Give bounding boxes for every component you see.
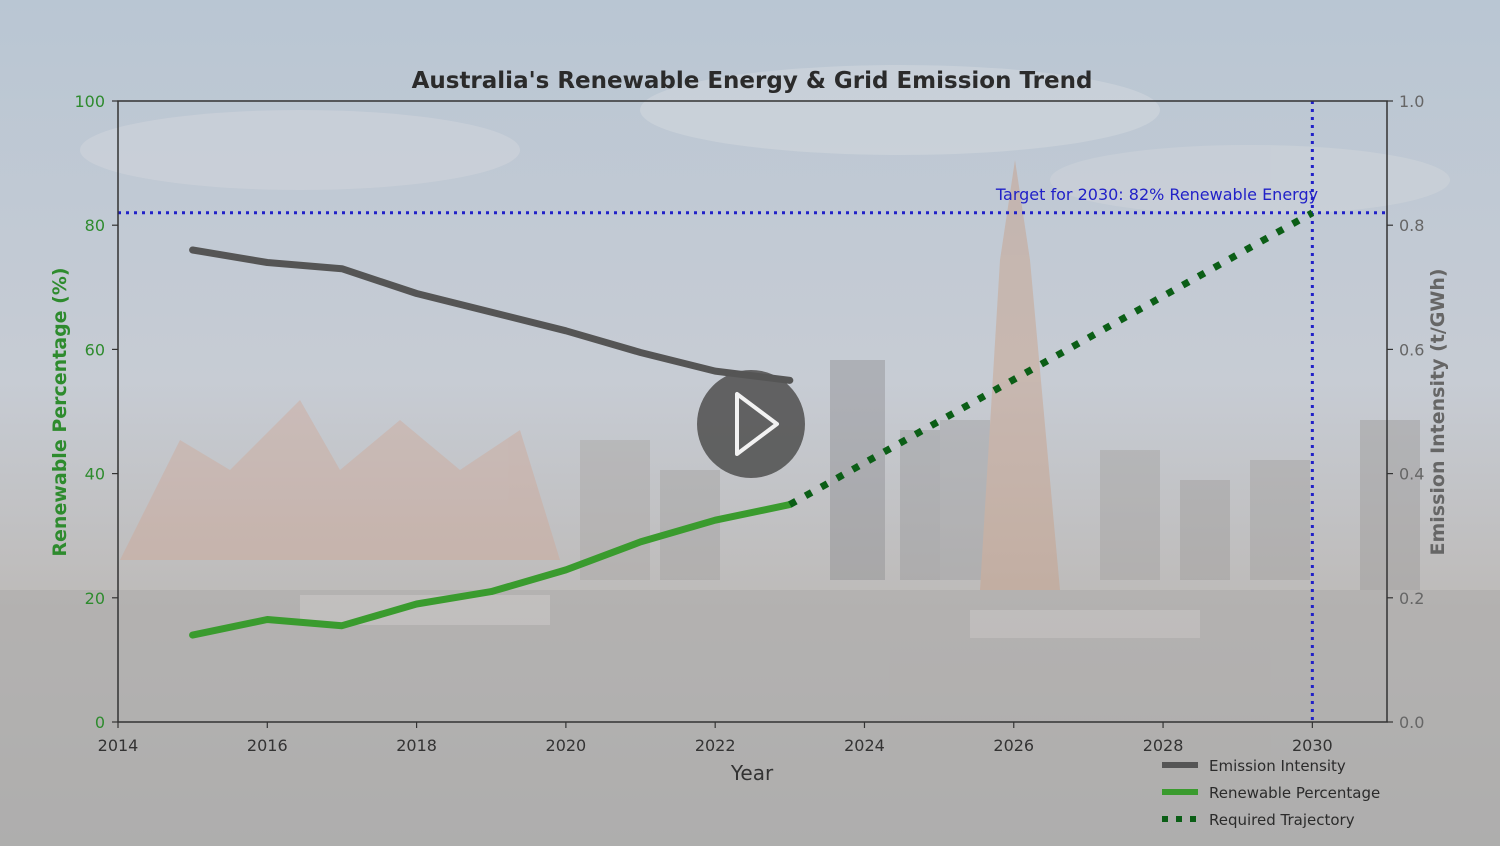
y2-tick-label: 0.8 [1399, 216, 1424, 235]
y-tick-label: 20 [85, 589, 105, 608]
x-tick-label: 2020 [546, 736, 587, 755]
y-axis-right-ticks: 0.0 0.2 0.4 0.6 0.8 1.0 [1387, 92, 1424, 732]
x-tick-label: 2016 [247, 736, 288, 755]
y2-tick-label: 0.0 [1399, 713, 1424, 732]
y-axis-left-ticks: 0 20 40 60 80 100 [74, 92, 118, 732]
chart-title: Australia's Renewable Energy & Grid Emis… [412, 68, 1093, 94]
legend: Emission Intensity Renewable Percentage Re… [1162, 757, 1380, 829]
x-tick-label: 2030 [1292, 736, 1333, 755]
x-axis-label: Year [730, 761, 774, 785]
target-lines [118, 101, 1387, 722]
axes-frame [117, 100, 1388, 723]
plot-frame [117, 100, 1388, 723]
x-tick-label: 2024 [844, 736, 885, 755]
y2-tick-label: 1.0 [1399, 92, 1424, 111]
x-tick-label: 2028 [1143, 736, 1184, 755]
y-tick-label: 60 [85, 340, 105, 359]
x-tick-label: 2014 [98, 736, 139, 755]
y2-tick-label: 0.4 [1399, 465, 1424, 484]
play-icon [735, 392, 779, 456]
y-tick-label: 100 [74, 92, 105, 111]
target-annotation: Target for 2030: 82% Renewable Energy [995, 185, 1318, 204]
legend-entry: Required Trajectory [1209, 811, 1355, 829]
x-tick-label: 2022 [695, 736, 736, 755]
play-button[interactable] [697, 370, 805, 478]
y-tick-label: 80 [85, 216, 105, 235]
y-tick-label: 40 [85, 465, 105, 484]
x-tick-label: 2026 [993, 736, 1034, 755]
legend-entry: Emission Intensity [1209, 757, 1346, 775]
x-axis-ticks: 2014 2016 2018 2020 2022 2024 2026 2028 2030 [98, 722, 1333, 755]
y2-tick-label: 0.2 [1399, 589, 1424, 608]
renewable-percentage-line [189, 501, 794, 639]
x-tick-label: 2018 [396, 736, 437, 755]
y-axis-left-label: Renewable Percentage (%) [49, 267, 71, 556]
y-axis-right-label: Emission Intensity (t/GWh) [1427, 268, 1449, 555]
y-tick-label: 0 [95, 713, 105, 732]
y2-tick-label: 0.6 [1399, 340, 1424, 359]
series-layer [189, 209, 1315, 639]
legend-entry: Renewable Percentage [1209, 784, 1380, 802]
emission-intensity-line [189, 246, 794, 384]
